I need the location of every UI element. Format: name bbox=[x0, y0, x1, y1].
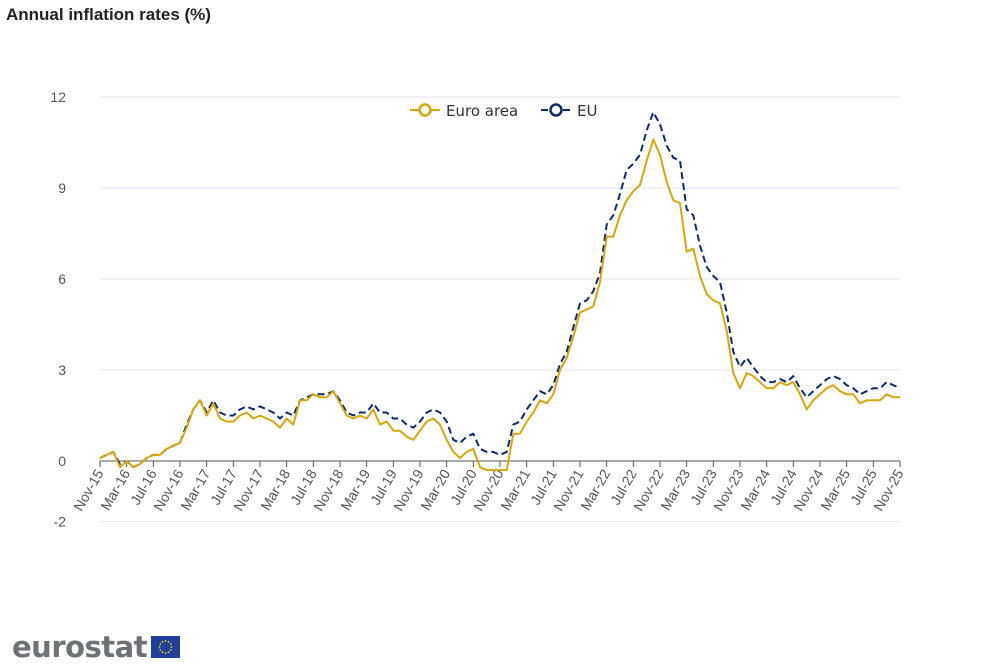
legend-marker-icon bbox=[549, 103, 563, 117]
legend-marker-icon bbox=[418, 103, 432, 117]
y-tick-label: 9 bbox=[58, 180, 66, 196]
series-line-euro-area bbox=[99, 138, 900, 472]
logo-text: eurostat bbox=[12, 630, 148, 664]
y-tick-label: 12 bbox=[50, 89, 66, 105]
chart-title: Annual inflation rates (%) bbox=[6, 5, 211, 24]
legend-label: Euro area bbox=[446, 102, 518, 120]
y-tick-label: 6 bbox=[58, 271, 66, 287]
y-tick-label: -2 bbox=[54, 514, 67, 530]
eurostat-logo: eurostat bbox=[12, 630, 181, 664]
eu-flag-icon bbox=[151, 636, 181, 658]
y-tick-label: 0 bbox=[58, 453, 66, 469]
legend-label: EU bbox=[577, 102, 597, 120]
series-line-eu bbox=[99, 111, 901, 469]
y-tick-label: 3 bbox=[58, 362, 66, 378]
